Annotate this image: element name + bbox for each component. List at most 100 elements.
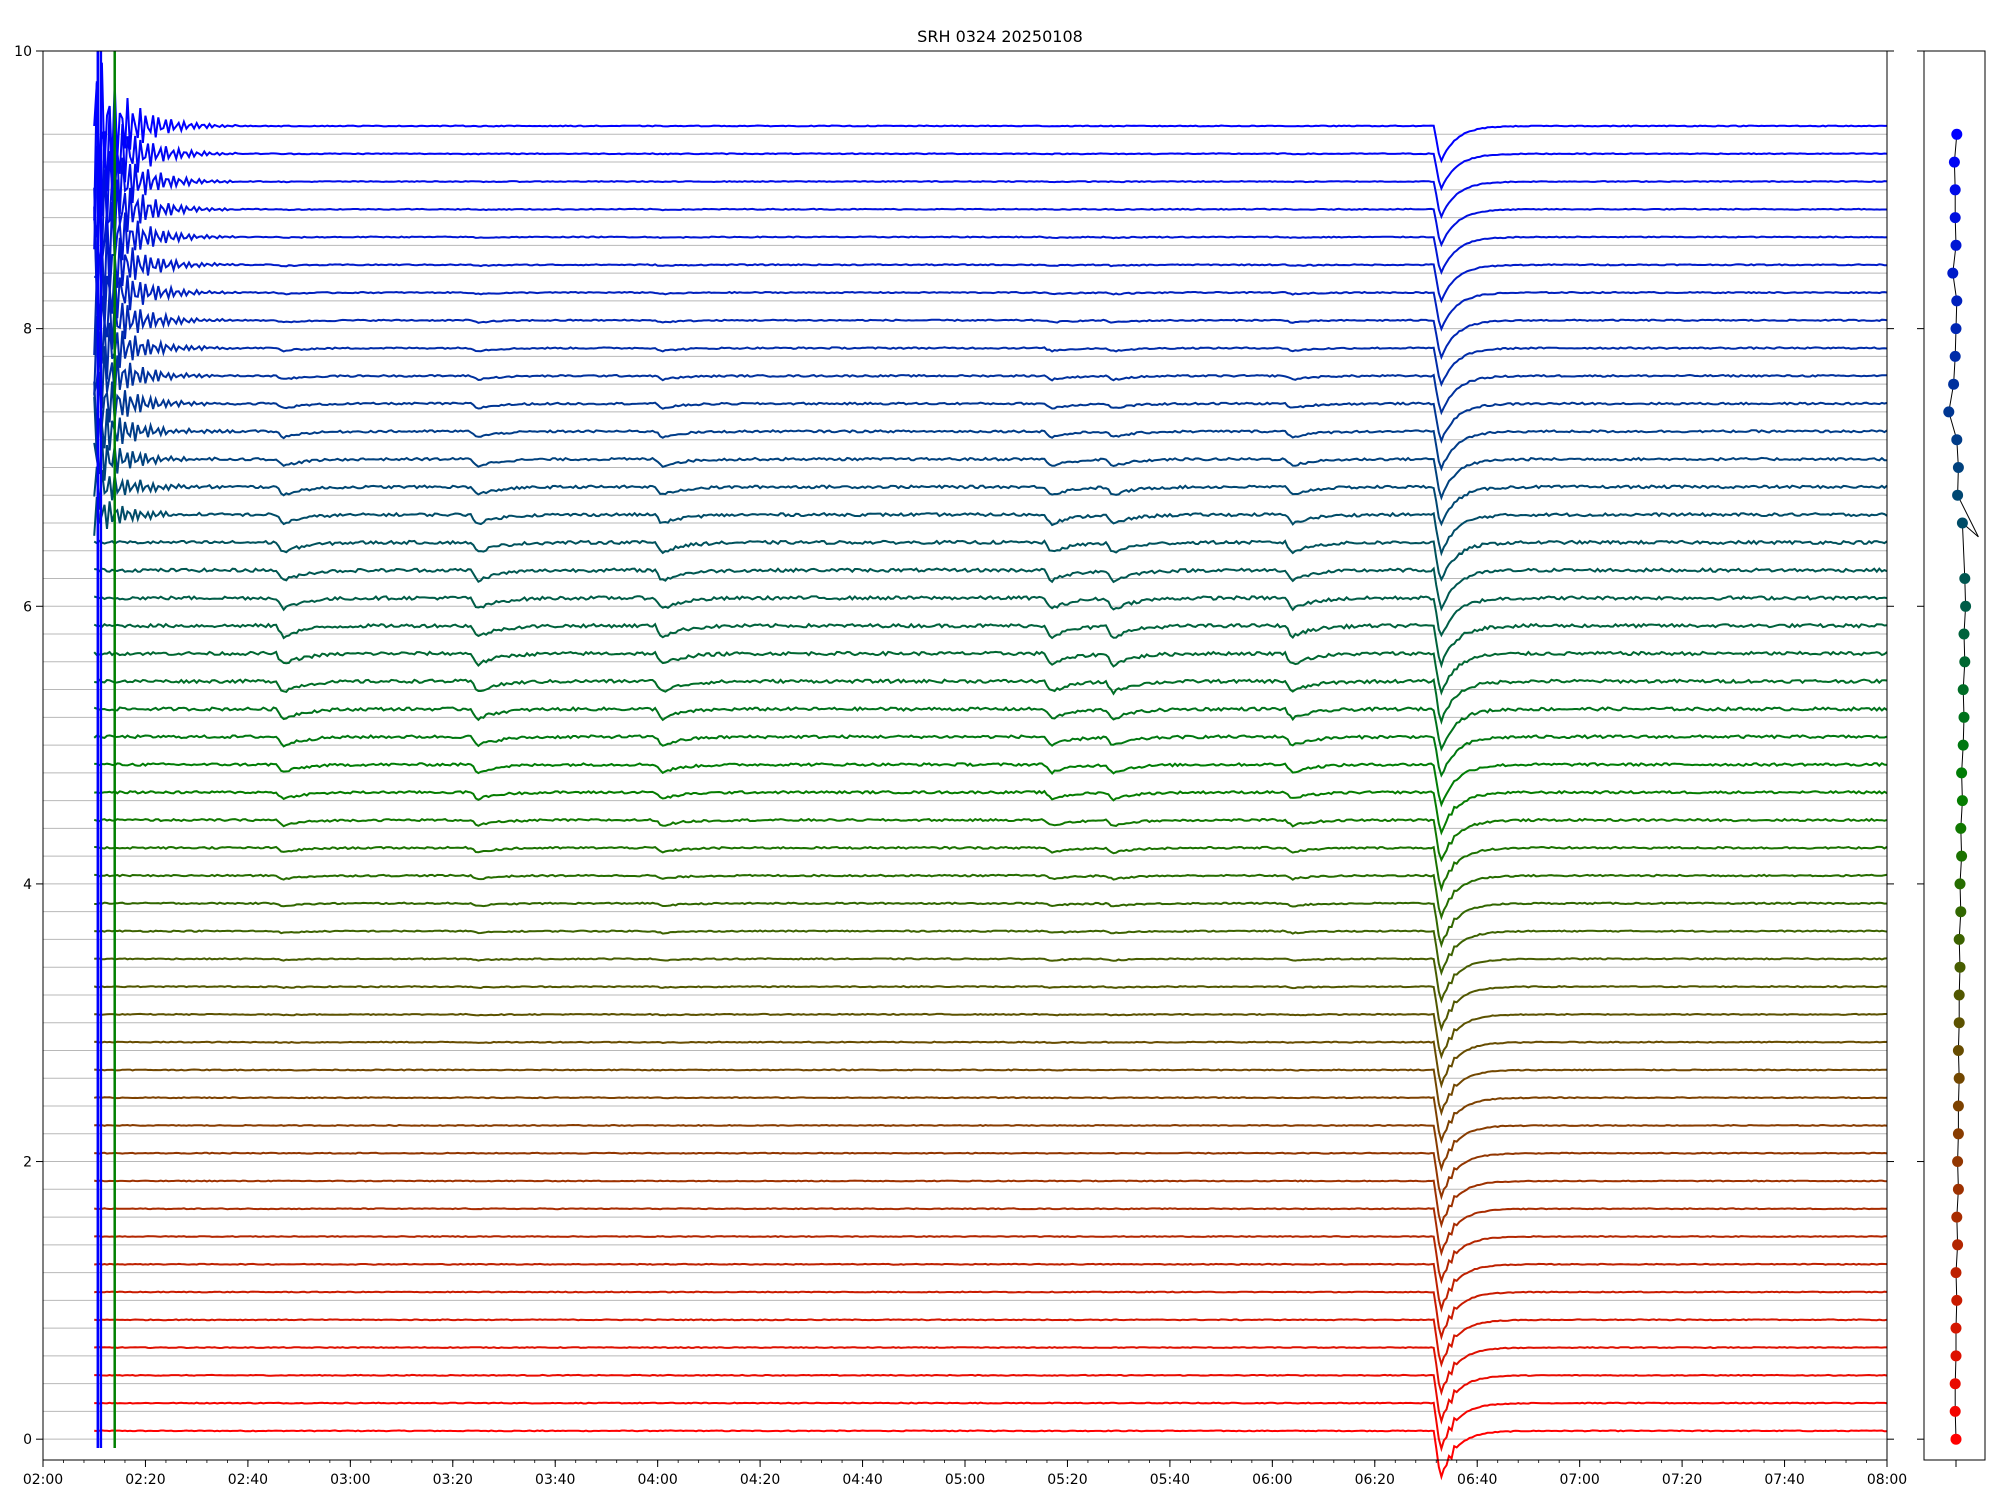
trace-line <box>93 315 1888 396</box>
trace-line <box>94 1401 1888 1453</box>
side-point <box>1950 239 1962 251</box>
reference-lines <box>43 133 1887 1440</box>
side-point <box>1953 1017 1965 1029</box>
main-plot-frame <box>42 50 1888 1461</box>
trace-line <box>94 1068 1888 1117</box>
side-point <box>1957 739 1969 751</box>
side-point <box>1949 1378 1961 1390</box>
x-tick-label: 06:00 <box>1252 1472 1292 1488</box>
trace-line <box>94 1346 1887 1397</box>
x-tick-label: 08:00 <box>1867 1472 1907 1488</box>
trace-line <box>93 131 1888 250</box>
side-point <box>1951 1294 1963 1306</box>
y-tick-label: 2 <box>23 1155 32 1171</box>
side-point <box>1953 1072 1965 1084</box>
trace-line <box>93 187 1888 297</box>
x-tick-label: 03:20 <box>433 1472 473 1488</box>
x-tick-label: 05:40 <box>1150 1472 1190 1488</box>
side-point <box>1950 1322 1962 1334</box>
trace-line <box>93 248 1888 332</box>
side-point <box>1950 1267 1962 1279</box>
side-connector-line <box>1954 521 1979 1440</box>
y-tick-label: 4 <box>23 877 32 893</box>
x-tick-label: 02:20 <box>125 1472 165 1488</box>
side-point <box>1943 406 1955 418</box>
x-tick-label: 05:20 <box>1047 1472 1087 1488</box>
trace-line <box>93 622 1888 669</box>
trace-line <box>94 845 1888 893</box>
trace-line <box>94 1151 1888 1201</box>
trace-line <box>93 396 1888 472</box>
side-point <box>1949 350 1961 362</box>
trace-line <box>94 1262 1888 1313</box>
trace-line <box>94 1040 1888 1089</box>
side-point <box>1952 489 1964 501</box>
x-tick-label: 07:20 <box>1662 1472 1702 1488</box>
side-plot-frame <box>1923 50 1986 1461</box>
side-point <box>1950 323 1962 335</box>
trace-line <box>93 985 1888 1032</box>
x-tick-label: 04:40 <box>842 1472 882 1488</box>
trace-line <box>94 1290 1888 1341</box>
trace-line <box>94 677 1888 726</box>
trace-line <box>93 817 1888 863</box>
trace-line <box>93 371 1888 444</box>
side-point <box>1952 1100 1964 1112</box>
side-point <box>1952 1156 1964 1167</box>
trace-line <box>94 1012 1887 1060</box>
side-point <box>1951 128 1963 140</box>
trace-line <box>94 873 1888 921</box>
side-point <box>1953 933 1965 945</box>
trace-line <box>94 1123 1888 1173</box>
trace-line <box>93 466 1888 527</box>
side-point <box>1954 961 1966 973</box>
trace-line <box>93 706 1888 752</box>
side-point <box>1952 1183 1964 1195</box>
side-point <box>1956 795 1968 807</box>
side-point <box>1957 684 1969 696</box>
side-point <box>1958 711 1970 723</box>
trace-line <box>94 566 1888 612</box>
side-point <box>1950 1350 1962 1362</box>
side-point <box>1951 295 1963 307</box>
trace-line <box>94 1318 1888 1368</box>
trace-line <box>93 157 1887 264</box>
trace-line <box>93 81 1888 221</box>
side-point <box>1959 656 1971 668</box>
trace-line <box>93 62 1887 192</box>
side-point <box>1956 767 1968 779</box>
trace-line <box>94 1096 1888 1145</box>
trace-line <box>94 1235 1887 1285</box>
side-point <box>1951 434 1963 446</box>
x-tick-label: 03:40 <box>535 1472 575 1488</box>
trace-line <box>94 1207 1888 1257</box>
side-panel <box>1917 50 1979 1467</box>
trace-line <box>94 1373 1888 1425</box>
trace-line <box>93 539 1888 582</box>
x-tick-label: 06:20 <box>1355 1472 1395 1488</box>
side-point <box>1952 462 1964 473</box>
side-point <box>1958 628 1970 640</box>
trace-line <box>93 734 1888 778</box>
x-tick-label: 02:40 <box>228 1472 268 1488</box>
trace-line <box>93 650 1888 696</box>
trace-line <box>93 273 1888 363</box>
x-tick-label: 03:00 <box>330 1472 370 1488</box>
y-tick-label: 6 <box>23 599 32 615</box>
x-tick-label: 04:20 <box>740 1472 780 1488</box>
trace-line <box>93 206 1887 304</box>
trace-line <box>94 1429 1887 1481</box>
side-point <box>1950 1433 1962 1445</box>
side-point <box>1955 822 1967 834</box>
trace-line <box>93 436 1887 501</box>
side-point <box>1948 156 1960 168</box>
side-point <box>1959 573 1971 584</box>
side-point <box>1954 878 1966 890</box>
trace-line <box>93 594 1888 638</box>
y-tick-label: 10 <box>14 44 32 60</box>
y-axis: 0 2 4 6 8 10 <box>14 44 1894 1448</box>
trace-line <box>94 1179 1888 1229</box>
x-tick-label: 04:00 <box>637 1472 677 1488</box>
x-axis: 02:00 02:20 02:40 03:00 03:20 03:40 04:00 04:20… <box>23 1460 1907 1488</box>
